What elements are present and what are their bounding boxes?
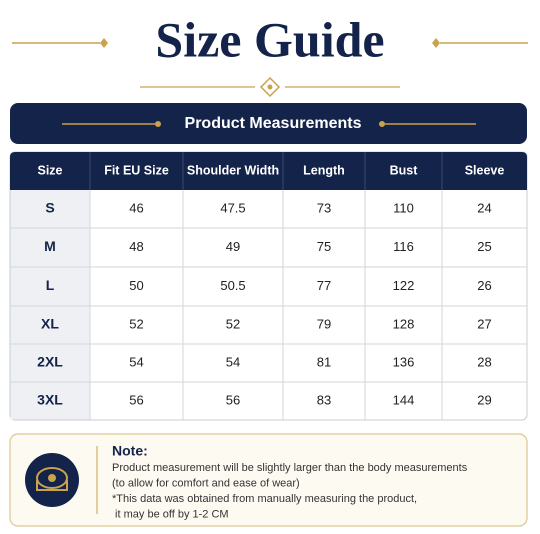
cell: 50 (129, 278, 143, 293)
icon-tape (36, 467, 68, 489)
column-header: Fit EU Size (104, 163, 169, 177)
cell: 56 (226, 392, 240, 407)
cell: 110 (393, 200, 414, 215)
banner-title: Product Measurements (185, 115, 362, 132)
size-label: XL (41, 316, 59, 332)
icon-tape (36, 480, 68, 491)
cell: 46 (129, 200, 143, 215)
cell: 54 (226, 354, 240, 369)
ornament (100, 38, 108, 48)
cell: 48 (129, 239, 143, 254)
column-header: Bust (390, 163, 419, 177)
ornament (155, 121, 161, 127)
header-row (10, 152, 527, 190)
cell: 116 (393, 239, 414, 254)
size-label: M (44, 238, 56, 254)
cell: 144 (393, 392, 415, 407)
cell: 47.5 (220, 200, 245, 215)
column-header: Size (37, 163, 62, 177)
cell: 73 (317, 200, 331, 215)
size-label: S (45, 200, 54, 216)
cell: 27 (477, 316, 491, 331)
size-label: 2XL (37, 354, 63, 370)
size-label: L (46, 277, 55, 293)
cell: 128 (393, 316, 415, 331)
cell: 25 (477, 239, 491, 254)
ornament (379, 121, 385, 127)
note-line: *This data was obtained from manually me… (112, 493, 417, 505)
note-box (9, 433, 528, 527)
size-label: 3XL (37, 392, 63, 408)
cell: 77 (317, 278, 331, 293)
column-header: Sleeve (465, 163, 505, 177)
icon-tape (48, 474, 56, 482)
cell: 56 (129, 392, 143, 407)
banner (10, 103, 527, 144)
cell: 83 (317, 392, 331, 407)
cell: 136 (393, 354, 415, 369)
cell: 28 (477, 354, 491, 369)
title: Size Guide (155, 11, 384, 67)
ornament (259, 76, 281, 98)
ornament (432, 38, 440, 48)
cell: 75 (317, 239, 331, 254)
note-title: Note: (112, 443, 148, 459)
cell: 29 (477, 392, 491, 407)
column-header: Length (303, 163, 345, 177)
cell: 49 (226, 239, 240, 254)
cell: 24 (477, 200, 491, 215)
note-line: Product measurement will be slightly lar… (112, 462, 468, 474)
size-column (10, 190, 91, 420)
cell: 122 (393, 278, 415, 293)
note-line: (to allow for comfort and ease of wear) (112, 477, 300, 489)
cell: 79 (317, 316, 331, 331)
cell: 81 (317, 354, 331, 369)
column-header: Shoulder Width (187, 163, 279, 177)
cell: 54 (129, 354, 143, 369)
cell: 26 (477, 278, 491, 293)
cell: 50.5 (220, 278, 245, 293)
ornament (267, 84, 273, 90)
cell: 52 (129, 316, 143, 331)
note-line: it may be off by 1-2 CM (112, 508, 229, 520)
cell: 52 (226, 316, 240, 331)
